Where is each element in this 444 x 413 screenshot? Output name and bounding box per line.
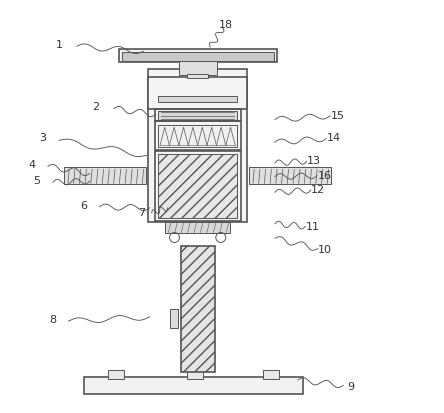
Text: 6: 6 <box>80 201 87 211</box>
Bar <box>187 370 202 379</box>
Bar <box>158 96 237 102</box>
Text: 3: 3 <box>39 133 46 143</box>
Bar <box>158 154 237 218</box>
Bar <box>108 370 124 379</box>
Text: 9: 9 <box>347 382 354 392</box>
Text: 18: 18 <box>219 20 233 30</box>
Bar <box>122 52 274 61</box>
Bar <box>187 74 208 78</box>
Bar <box>83 377 302 394</box>
Text: 4: 4 <box>28 160 36 170</box>
Text: 13: 13 <box>307 156 321 166</box>
Bar <box>148 77 247 109</box>
Bar <box>119 49 277 62</box>
Text: 11: 11 <box>306 222 320 232</box>
Text: 7: 7 <box>138 208 145 218</box>
Text: 10: 10 <box>318 245 332 255</box>
Bar <box>165 222 230 233</box>
Bar <box>155 151 241 221</box>
Bar <box>148 69 247 222</box>
Bar <box>178 61 217 75</box>
Bar <box>155 109 241 121</box>
Text: 14: 14 <box>326 133 341 143</box>
Bar <box>158 111 237 120</box>
Text: 12: 12 <box>311 185 325 195</box>
Bar <box>181 246 214 372</box>
Text: 5: 5 <box>33 176 40 186</box>
Bar <box>64 167 147 184</box>
Bar <box>249 167 331 184</box>
Text: 2: 2 <box>92 102 99 112</box>
Bar <box>263 370 279 379</box>
Text: 8: 8 <box>49 315 56 325</box>
Bar <box>158 125 237 147</box>
Text: 1: 1 <box>56 40 62 50</box>
Bar <box>170 309 178 328</box>
Text: 16: 16 <box>317 171 331 180</box>
Text: 15: 15 <box>331 111 345 121</box>
Bar <box>155 121 241 150</box>
